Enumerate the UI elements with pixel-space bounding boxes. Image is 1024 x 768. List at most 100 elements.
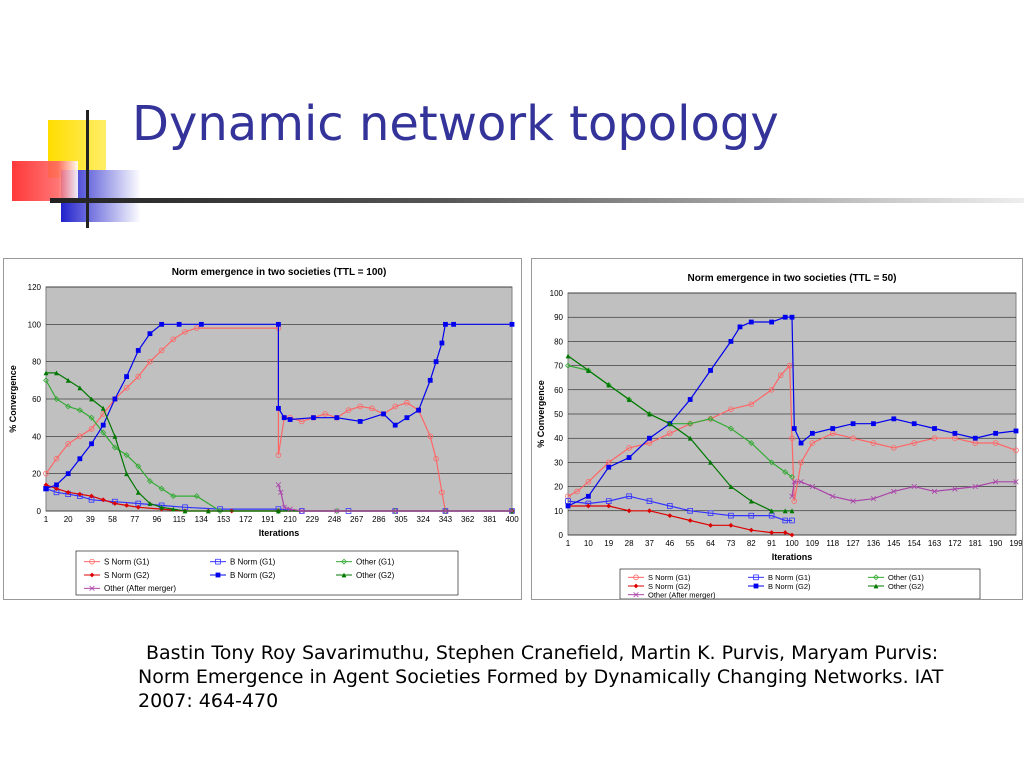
data-point: [830, 426, 836, 431]
data-point: [88, 426, 95, 432]
data-point: [43, 486, 49, 491]
x-tick-label: 362: [461, 515, 475, 524]
legend-swatch-marker: [873, 583, 879, 589]
legend-item: Other (G1): [868, 573, 924, 582]
data-point: [891, 488, 897, 495]
y-tick-label: 80: [32, 358, 41, 367]
legend-label: S Norm (G1): [104, 557, 150, 566]
data-point: [708, 460, 713, 465]
x-tick-label: 64: [706, 539, 715, 548]
chart-ttl-100: Norm emergence in two societies (TTL = 1…: [3, 258, 522, 600]
data-point: [972, 435, 978, 441]
data-point: [748, 527, 754, 533]
data-point: [993, 430, 999, 436]
data-point: [769, 530, 775, 535]
legend-item: B Norm (G2): [210, 571, 276, 580]
data-point: [626, 493, 632, 500]
x-tick-label: 267: [350, 515, 364, 524]
series-line: [791, 481, 1016, 502]
chart-ttl-50: Norm emergence in two societies (TTL = 5…: [531, 258, 1023, 600]
data-point: [952, 486, 958, 492]
data-point: [791, 426, 797, 431]
data-point: [89, 396, 94, 402]
x-tick-label: 134: [195, 515, 209, 524]
data-point: [89, 441, 94, 447]
data-point: [626, 455, 632, 460]
data-point: [76, 407, 83, 414]
x-tick-label: 37: [645, 539, 654, 548]
data-point: [193, 493, 200, 500]
y-tick-label: 0: [559, 531, 564, 540]
data-point: [687, 420, 694, 427]
data-point: [439, 489, 445, 496]
data-point: [565, 498, 571, 504]
data-point: [585, 368, 591, 373]
y-tick-label: 50: [554, 410, 563, 419]
data-point: [585, 503, 591, 509]
data-point: [158, 485, 165, 492]
data-point: [647, 508, 652, 514]
data-point: [789, 508, 795, 514]
x-tick-label: 181: [969, 539, 983, 548]
x-tick-label: 286: [372, 515, 386, 524]
x-tick-label: 199: [1009, 539, 1022, 548]
series-1: [565, 493, 795, 524]
legend-item: Other (G2): [336, 571, 395, 580]
series-4: [43, 321, 515, 491]
data-point: [205, 508, 211, 514]
x-tick-label: 324: [417, 515, 431, 524]
data-point: [182, 329, 188, 335]
x-tick-label: 1: [566, 539, 571, 548]
data-point: [124, 503, 129, 508]
data-point: [275, 452, 282, 458]
data-point: [276, 508, 281, 514]
data-point: [992, 440, 999, 446]
legend-item: Other (After merger): [628, 590, 716, 599]
data-point: [443, 321, 448, 327]
legend-item: Other (After merger): [84, 584, 176, 593]
data-point: [850, 498, 856, 504]
data-point: [146, 478, 153, 485]
data-point: [509, 508, 515, 514]
legend-item: B Norm (G1): [748, 573, 811, 582]
legend-item: S Norm (G1): [84, 557, 150, 566]
data-point: [748, 319, 754, 325]
series-line: [567, 364, 1017, 502]
legend-label: Other (G1): [356, 557, 395, 566]
data-point: [585, 493, 591, 499]
data-point: [789, 532, 795, 538]
data-point: [565, 362, 571, 369]
data-point: [952, 435, 958, 442]
data-point: [647, 411, 652, 417]
y-tick-label: 70: [554, 362, 563, 371]
data-point: [392, 403, 399, 410]
y-tick-label: 40: [554, 434, 563, 443]
series-6: [275, 482, 515, 514]
x-tick-label: 127: [846, 539, 860, 548]
legend-swatch-marker: [753, 574, 759, 581]
data-point: [334, 508, 340, 514]
x-tick-label: 305: [394, 515, 408, 524]
data-point: [392, 422, 398, 428]
y-tick-label: 30: [554, 458, 563, 467]
data-point: [158, 347, 165, 354]
data-point: [748, 498, 754, 504]
data-point: [509, 321, 515, 327]
data-point: [112, 396, 118, 402]
legend-swatch-marker: [215, 558, 221, 565]
data-point: [565, 353, 571, 359]
legend-label: Other (After merger): [648, 590, 716, 599]
data-point: [647, 435, 652, 441]
data-point: [392, 508, 398, 514]
data-point: [65, 441, 71, 447]
chart-title: Norm emergence in two societies (TTL = 1…: [172, 267, 387, 278]
legend-swatch-marker: [873, 574, 879, 581]
data-point: [789, 493, 795, 499]
data-point: [451, 321, 457, 327]
y-tick-label: 20: [554, 483, 563, 492]
x-tick-label: 100: [785, 539, 799, 548]
data-point: [53, 455, 60, 462]
data-point: [727, 425, 734, 432]
legend-label: B Norm (G2): [768, 582, 811, 591]
data-point: [931, 435, 938, 442]
